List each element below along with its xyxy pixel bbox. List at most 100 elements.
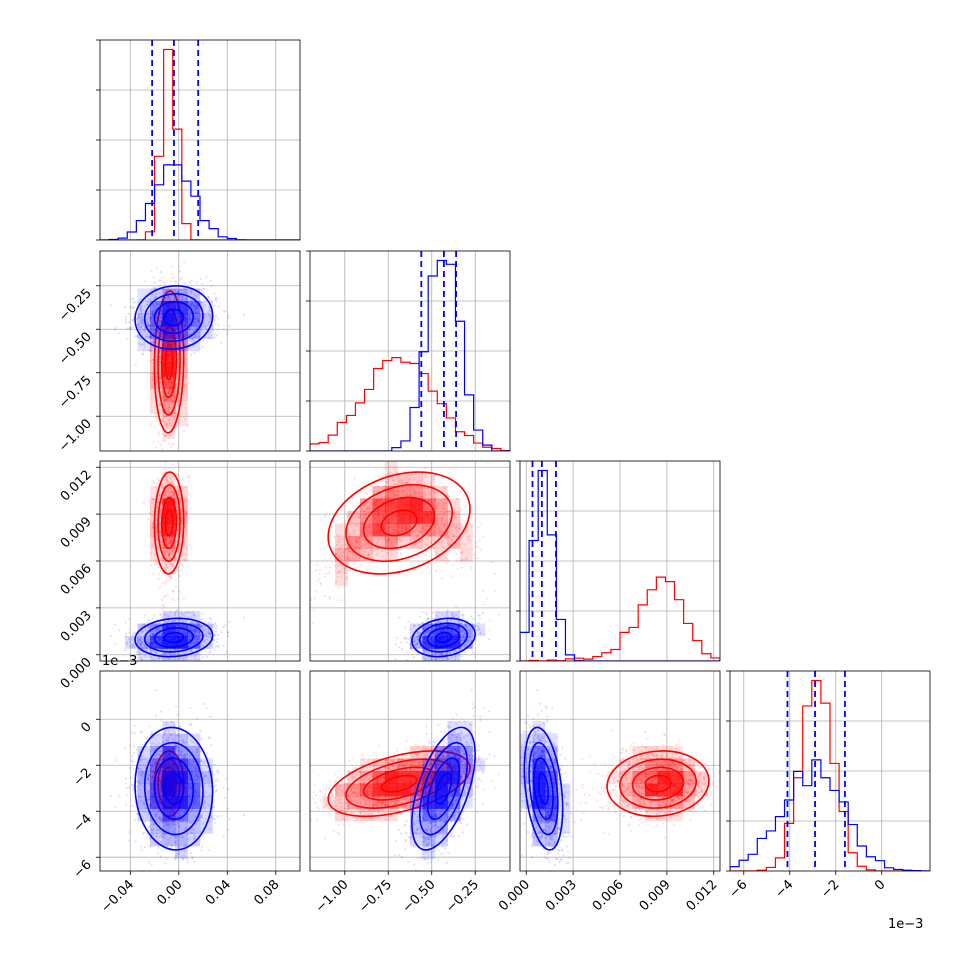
sample-point <box>145 335 148 339</box>
sample-point <box>208 617 211 620</box>
sample-point <box>161 433 165 436</box>
sample-point <box>155 358 159 361</box>
sample-point <box>162 494 165 497</box>
sample-point <box>179 499 182 503</box>
sample-point <box>166 593 169 596</box>
sample-point <box>188 291 191 294</box>
sample-point <box>466 516 469 520</box>
sample-point <box>151 377 154 380</box>
sample-point <box>358 557 361 560</box>
sample-point <box>197 331 200 334</box>
sample-point <box>151 372 154 375</box>
sample-point <box>148 337 152 340</box>
sample-point <box>204 620 207 624</box>
sample-point <box>176 503 179 506</box>
panel-2-1 <box>310 461 510 661</box>
sample-point <box>174 500 177 503</box>
sample-point <box>159 357 162 361</box>
sample-point <box>188 290 191 293</box>
sample-point <box>212 623 215 626</box>
sample-point <box>176 509 179 512</box>
sample-point <box>433 550 436 553</box>
sample-point <box>194 654 197 657</box>
sample-point <box>177 445 180 448</box>
sample-point <box>172 649 175 652</box>
sample-point <box>158 358 161 361</box>
sample-point <box>177 294 180 297</box>
sample-point <box>172 563 175 567</box>
sample-point <box>150 334 153 337</box>
sample-point <box>187 616 190 619</box>
sample-point <box>159 491 163 494</box>
sample-point <box>157 330 160 333</box>
sample-point <box>157 552 161 555</box>
density-cell <box>162 648 176 661</box>
sample-point <box>167 553 171 557</box>
sample-point <box>345 556 348 559</box>
sample-point <box>178 499 182 502</box>
sample-point <box>202 624 205 627</box>
sample-point <box>174 341 177 345</box>
sample-point <box>181 342 184 345</box>
sample-point <box>438 526 441 529</box>
sample-point <box>143 280 146 283</box>
sample-point <box>164 583 167 586</box>
sample-point <box>182 558 185 561</box>
sample-point <box>166 295 169 299</box>
sample-point <box>156 303 159 306</box>
sample-point <box>401 536 405 540</box>
sample-point <box>138 313 141 316</box>
sample-point <box>161 652 164 655</box>
sample-point <box>143 614 146 617</box>
sample-point <box>404 482 408 485</box>
sample-point <box>159 541 162 544</box>
sample-point <box>190 291 193 294</box>
sample-point <box>165 653 168 656</box>
sample-point <box>191 621 194 624</box>
sample-point <box>141 353 145 356</box>
sample-point <box>141 318 144 321</box>
sample-point <box>209 650 212 653</box>
sample-point <box>201 345 205 348</box>
sample-point <box>169 445 172 449</box>
sample-point <box>162 596 165 599</box>
sample-point <box>136 335 139 338</box>
sample-point <box>162 471 164 473</box>
sample-point <box>157 311 160 314</box>
sample-point <box>325 539 328 542</box>
sample-point <box>183 384 186 387</box>
sample-point <box>200 618 203 621</box>
sample-point <box>216 637 219 641</box>
sample-point <box>138 652 141 655</box>
sample-point <box>176 377 179 381</box>
sample-point <box>177 361 180 364</box>
sample-point <box>181 478 185 481</box>
sample-point <box>176 290 179 293</box>
sample-point <box>183 375 187 378</box>
sample-point <box>136 334 139 338</box>
sample-point <box>173 410 176 413</box>
sample-point <box>460 551 463 554</box>
sample-point <box>155 538 158 541</box>
sample-point <box>187 515 190 519</box>
sample-point <box>157 394 160 397</box>
density-cell <box>162 611 176 624</box>
sample-point <box>155 380 158 383</box>
sample-point <box>203 634 206 638</box>
sample-point <box>202 287 205 290</box>
sample-point <box>173 493 176 496</box>
sample-point <box>172 491 176 494</box>
density-cell <box>175 548 188 562</box>
sample-point <box>155 505 159 509</box>
sample-point <box>146 640 149 643</box>
sample-point <box>153 632 156 636</box>
sample-point <box>146 320 149 324</box>
sample-point <box>188 281 191 284</box>
sample-point <box>129 644 132 647</box>
sample-point <box>216 645 220 649</box>
contour-blue <box>163 308 185 327</box>
sample-point <box>135 321 138 324</box>
sample-point <box>167 550 170 553</box>
sample-point <box>137 639 140 642</box>
sample-point <box>207 296 210 299</box>
